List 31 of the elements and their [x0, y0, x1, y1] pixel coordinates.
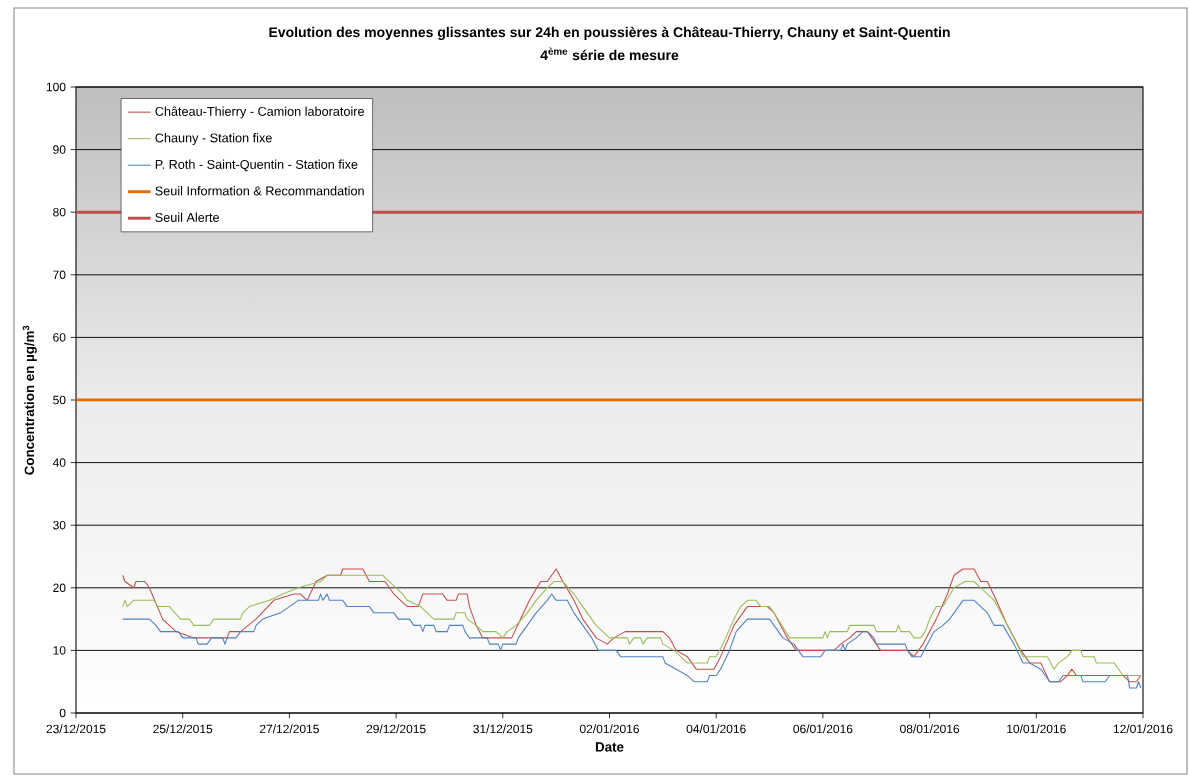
- y-tick-label: 0: [59, 708, 66, 718]
- x-tick-label: 25/12/2015: [153, 724, 213, 734]
- x-tick-label: 04/01/2016: [686, 724, 746, 734]
- x-tick-label: 08/01/2016: [900, 724, 960, 734]
- legend-label: Seuil Information & Recommandation: [155, 186, 364, 196]
- y-tick-label: 10: [53, 646, 66, 655]
- legend-label: Chauny - Station fixe: [155, 133, 272, 145]
- x-tick-label: 29/12/2015: [366, 724, 426, 734]
- y-tick-label: 60: [53, 333, 66, 342]
- x-tick-label: 02/01/2016: [579, 724, 639, 734]
- x-axis-title: Date: [595, 742, 624, 752]
- x-tick-label: 12/01/2016: [1113, 724, 1173, 734]
- y-tick-label: 90: [53, 145, 66, 154]
- x-tick-label: 31/12/2015: [473, 724, 533, 734]
- x-tick-label: 27/12/2015: [259, 724, 319, 734]
- y-tick-label: 20: [53, 583, 66, 593]
- x-tick-label: 10/01/2016: [1007, 724, 1066, 734]
- x-tick-label: 06/01/2016: [793, 724, 853, 734]
- y-tick-label: 70: [53, 270, 66, 280]
- y-tick-label: 80: [53, 207, 66, 217]
- y-tick-label: 40: [52, 458, 66, 467]
- y-axis-title: Concentration en µg/m$^{3}$: [22, 325, 37, 475]
- chart-title: Evolution des moyennes glissantes sur 24h en poussières à Château-Thierry, Chauny et Saint-Quentin: [269, 26, 950, 40]
- legend-label: P. Roth - Saint-Quentin - Station fixe: [155, 159, 358, 172]
- y-tick-label: 100: [46, 82, 66, 92]
- chart-subtitle: 4$^{ème}$ série de mesure: [540, 47, 679, 61]
- ref-line-label: Seuil Alerte: [155, 212, 219, 222]
- x-tick-label: 23/12/2015: [46, 724, 106, 734]
- legend-label: Château-Thierry - Camion laboratoire: [155, 106, 364, 119]
- y-tick-label: 30: [53, 520, 66, 530]
- y-tick-label: 50: [53, 395, 66, 405]
